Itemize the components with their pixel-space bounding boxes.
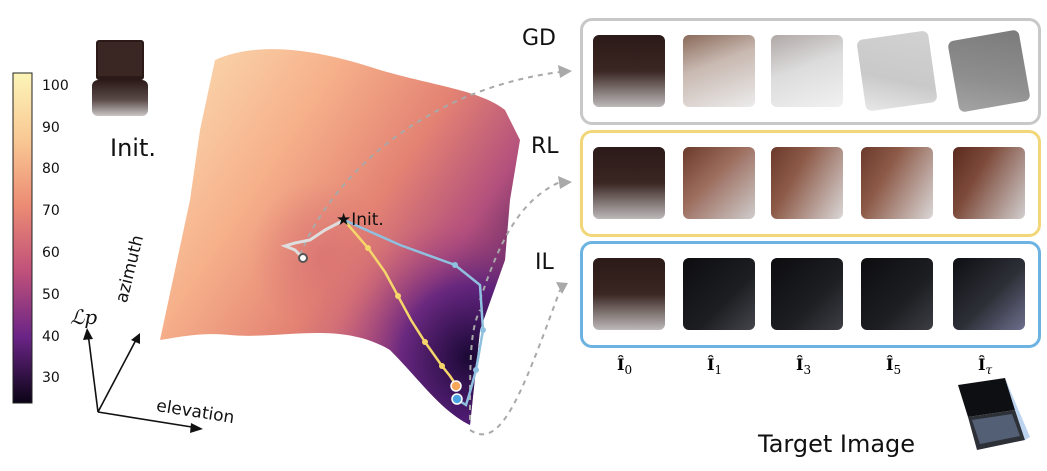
dashed-connectors [299,71,561,436]
gd-end-point [298,253,308,263]
row-label-rl: RL [531,134,559,159]
axis-arrowheads [83,328,203,433]
colorbar-tick: 80 [42,161,60,177]
il-frame-3 [861,258,933,330]
rl-end-point [450,380,462,392]
il-frame-2 [771,258,843,330]
column-label-2: Î3 [796,355,812,378]
rl-frame-4 [953,147,1025,219]
row-label-il: IL [535,250,554,275]
gd-frame-3 [856,30,938,112]
colorbar-tick: 70 [42,203,60,219]
gd-frame-0 [593,35,665,107]
gd-panel [580,18,1041,125]
target-image-label: Target Image [758,430,916,458]
column-label-0: Î0 [617,355,633,378]
rl-frame-1 [683,147,755,219]
gd-frame-2 [771,35,843,107]
colorbar-tick: 100 [42,78,69,94]
target-laptop-image [958,378,1030,450]
colorbar-tick: 60 [42,245,60,261]
gd-path [280,218,345,260]
rl-panel [580,130,1041,237]
rl-frame-0 [593,147,665,219]
loss-axis-label: ℒp [70,305,98,329]
gd-frame-1 [683,35,755,107]
colorbar-tick: 30 [42,370,60,386]
column-label-1: Î1 [707,355,723,378]
colorbar [12,72,33,404]
il-frame-1 [683,258,755,330]
loss-landscape-surface [160,49,520,426]
init-laptop-image [92,40,148,116]
colorbar-tick: 40 [42,329,60,345]
rl-frame-2 [771,147,843,219]
row-label-gd: GD [522,26,556,51]
init-image-label: Init. [110,134,156,162]
rl-path [343,219,458,386]
init-marker-label: ★Init. [336,210,384,230]
colorbar-tick: 50 [42,287,60,303]
coordinate-axes [87,332,199,429]
il-frame-0 [593,258,665,330]
arrowheads [556,65,572,294]
rl-frame-3 [861,147,933,219]
il-points [452,262,486,373]
column-label-3: Î5 [886,355,902,378]
rl-points [365,245,445,369]
il-end-point [451,393,463,405]
gd-frame-4 [947,29,1031,113]
il-panel [580,241,1041,348]
il-frame-4 [953,258,1025,330]
colorbar-tick: 90 [42,120,60,136]
column-label-4: Îτ [978,355,993,378]
